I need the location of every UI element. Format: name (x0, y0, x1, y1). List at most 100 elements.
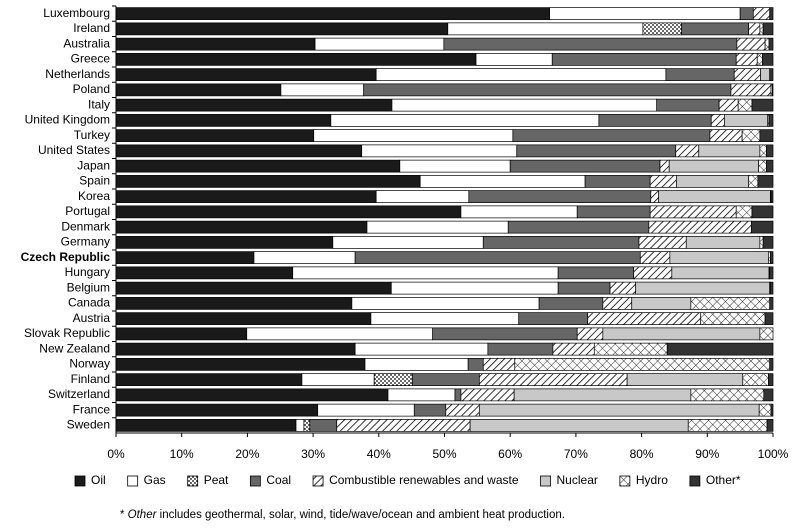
bar-segment (609, 281, 637, 295)
bar-segment (115, 114, 332, 127)
legend-swatch (74, 475, 86, 487)
bar-segment (390, 281, 559, 295)
bar-segment (115, 175, 421, 188)
bar-segment (769, 68, 774, 81)
legend-label: Coal (266, 473, 291, 487)
bar-segment (766, 159, 774, 173)
bar-segment (115, 281, 392, 295)
bar-segment (587, 312, 702, 325)
y-tick-label: Japan (77, 158, 110, 172)
bar-segment (759, 22, 764, 36)
bar-segment (736, 37, 766, 51)
bar-segment (584, 175, 651, 188)
y-tick-label: Spain (79, 174, 110, 188)
bar-segment (669, 251, 769, 264)
bar-segment (737, 98, 753, 112)
bar-segment (469, 419, 689, 432)
bar-segment (759, 236, 764, 249)
bar-segment (292, 266, 559, 280)
y-tick-label: Hungary (65, 265, 110, 279)
bar-segment (709, 129, 743, 142)
bar-segment (513, 388, 692, 402)
bar-segment (115, 358, 366, 371)
bar-segment (115, 266, 294, 280)
bar-segment (638, 236, 687, 249)
x-tick-label: 10% (170, 447, 194, 461)
bar-segment (681, 22, 750, 36)
bar-segment (557, 266, 635, 280)
bar-segment (411, 373, 480, 386)
bar-segment (460, 205, 578, 219)
bar-segment (750, 220, 774, 234)
bar-segment (115, 37, 316, 51)
bar-segment (478, 403, 760, 417)
bar-segment (115, 98, 393, 112)
bar-segment (633, 266, 673, 280)
bar-segment (626, 373, 744, 386)
legend-label: Other* (706, 473, 741, 487)
y-tick-label: Belgium (67, 280, 110, 294)
y-tick-label: Canada (68, 296, 110, 310)
bar-segment (602, 327, 761, 341)
y-tick-label: Slovak Republic (24, 326, 110, 340)
bar-segment (759, 327, 774, 341)
bar-segment (751, 98, 774, 112)
bar-segment (649, 175, 677, 188)
bar-segment (687, 419, 768, 432)
bar-segment (363, 83, 732, 97)
bar-segment (552, 342, 595, 356)
bar-segment (115, 53, 477, 66)
bar-segment (690, 388, 765, 402)
x-tick-label: 80% (630, 447, 654, 461)
x-tick-label: 100% (758, 447, 789, 461)
bar-segment (509, 159, 661, 173)
bar-segment (764, 37, 770, 51)
bar-segment (658, 190, 771, 203)
bar-segment (739, 7, 754, 20)
bar-segment (364, 358, 469, 371)
bar-segment (468, 190, 652, 203)
bar-segment (593, 342, 668, 356)
bar-segment (115, 327, 248, 341)
footnote-marker: * (120, 509, 128, 521)
bar-segment (399, 159, 511, 173)
bar-segment (354, 342, 489, 356)
bar-segment (115, 236, 334, 249)
footnote-text: includes geothermal, solar, wind, tide/w… (156, 509, 565, 521)
bar-segment (557, 281, 611, 295)
bar-segment (656, 98, 720, 112)
bar-segment (115, 373, 303, 386)
footnote-term: Other (128, 509, 158, 521)
bar-segment (768, 114, 774, 127)
bar-segment (676, 175, 750, 188)
bar-segment (635, 281, 771, 295)
bar-segment (748, 175, 759, 188)
bar-segment (769, 297, 774, 310)
y-tick-label: Greece (71, 52, 111, 66)
x-tick-label: 50% (432, 447, 456, 461)
bar-segment (115, 342, 356, 356)
bar-segment (387, 388, 456, 402)
bar-segment (759, 144, 767, 158)
bar-segment (762, 53, 774, 66)
y-tick-label: United Kingdom (25, 113, 110, 127)
y-tick-label: Norway (69, 357, 110, 371)
bar-segment (445, 403, 480, 417)
bar-segment (336, 419, 471, 432)
legend: Oil Gas Peat Coal Combustible renewables and… (74, 473, 741, 487)
bar-segment (115, 388, 389, 402)
bar-segment (659, 159, 670, 173)
bar-segment (742, 373, 769, 386)
bar-segment (642, 22, 683, 36)
bar-segment (478, 373, 628, 386)
bar-segment (115, 403, 319, 417)
bar-segment (301, 373, 375, 386)
legend-swatch (312, 475, 324, 487)
bar-segment (700, 312, 766, 325)
bar-segment (366, 220, 509, 234)
bar-segment (309, 419, 338, 432)
bar-segment (351, 297, 540, 310)
y-tick-label: Ireland (73, 21, 110, 35)
